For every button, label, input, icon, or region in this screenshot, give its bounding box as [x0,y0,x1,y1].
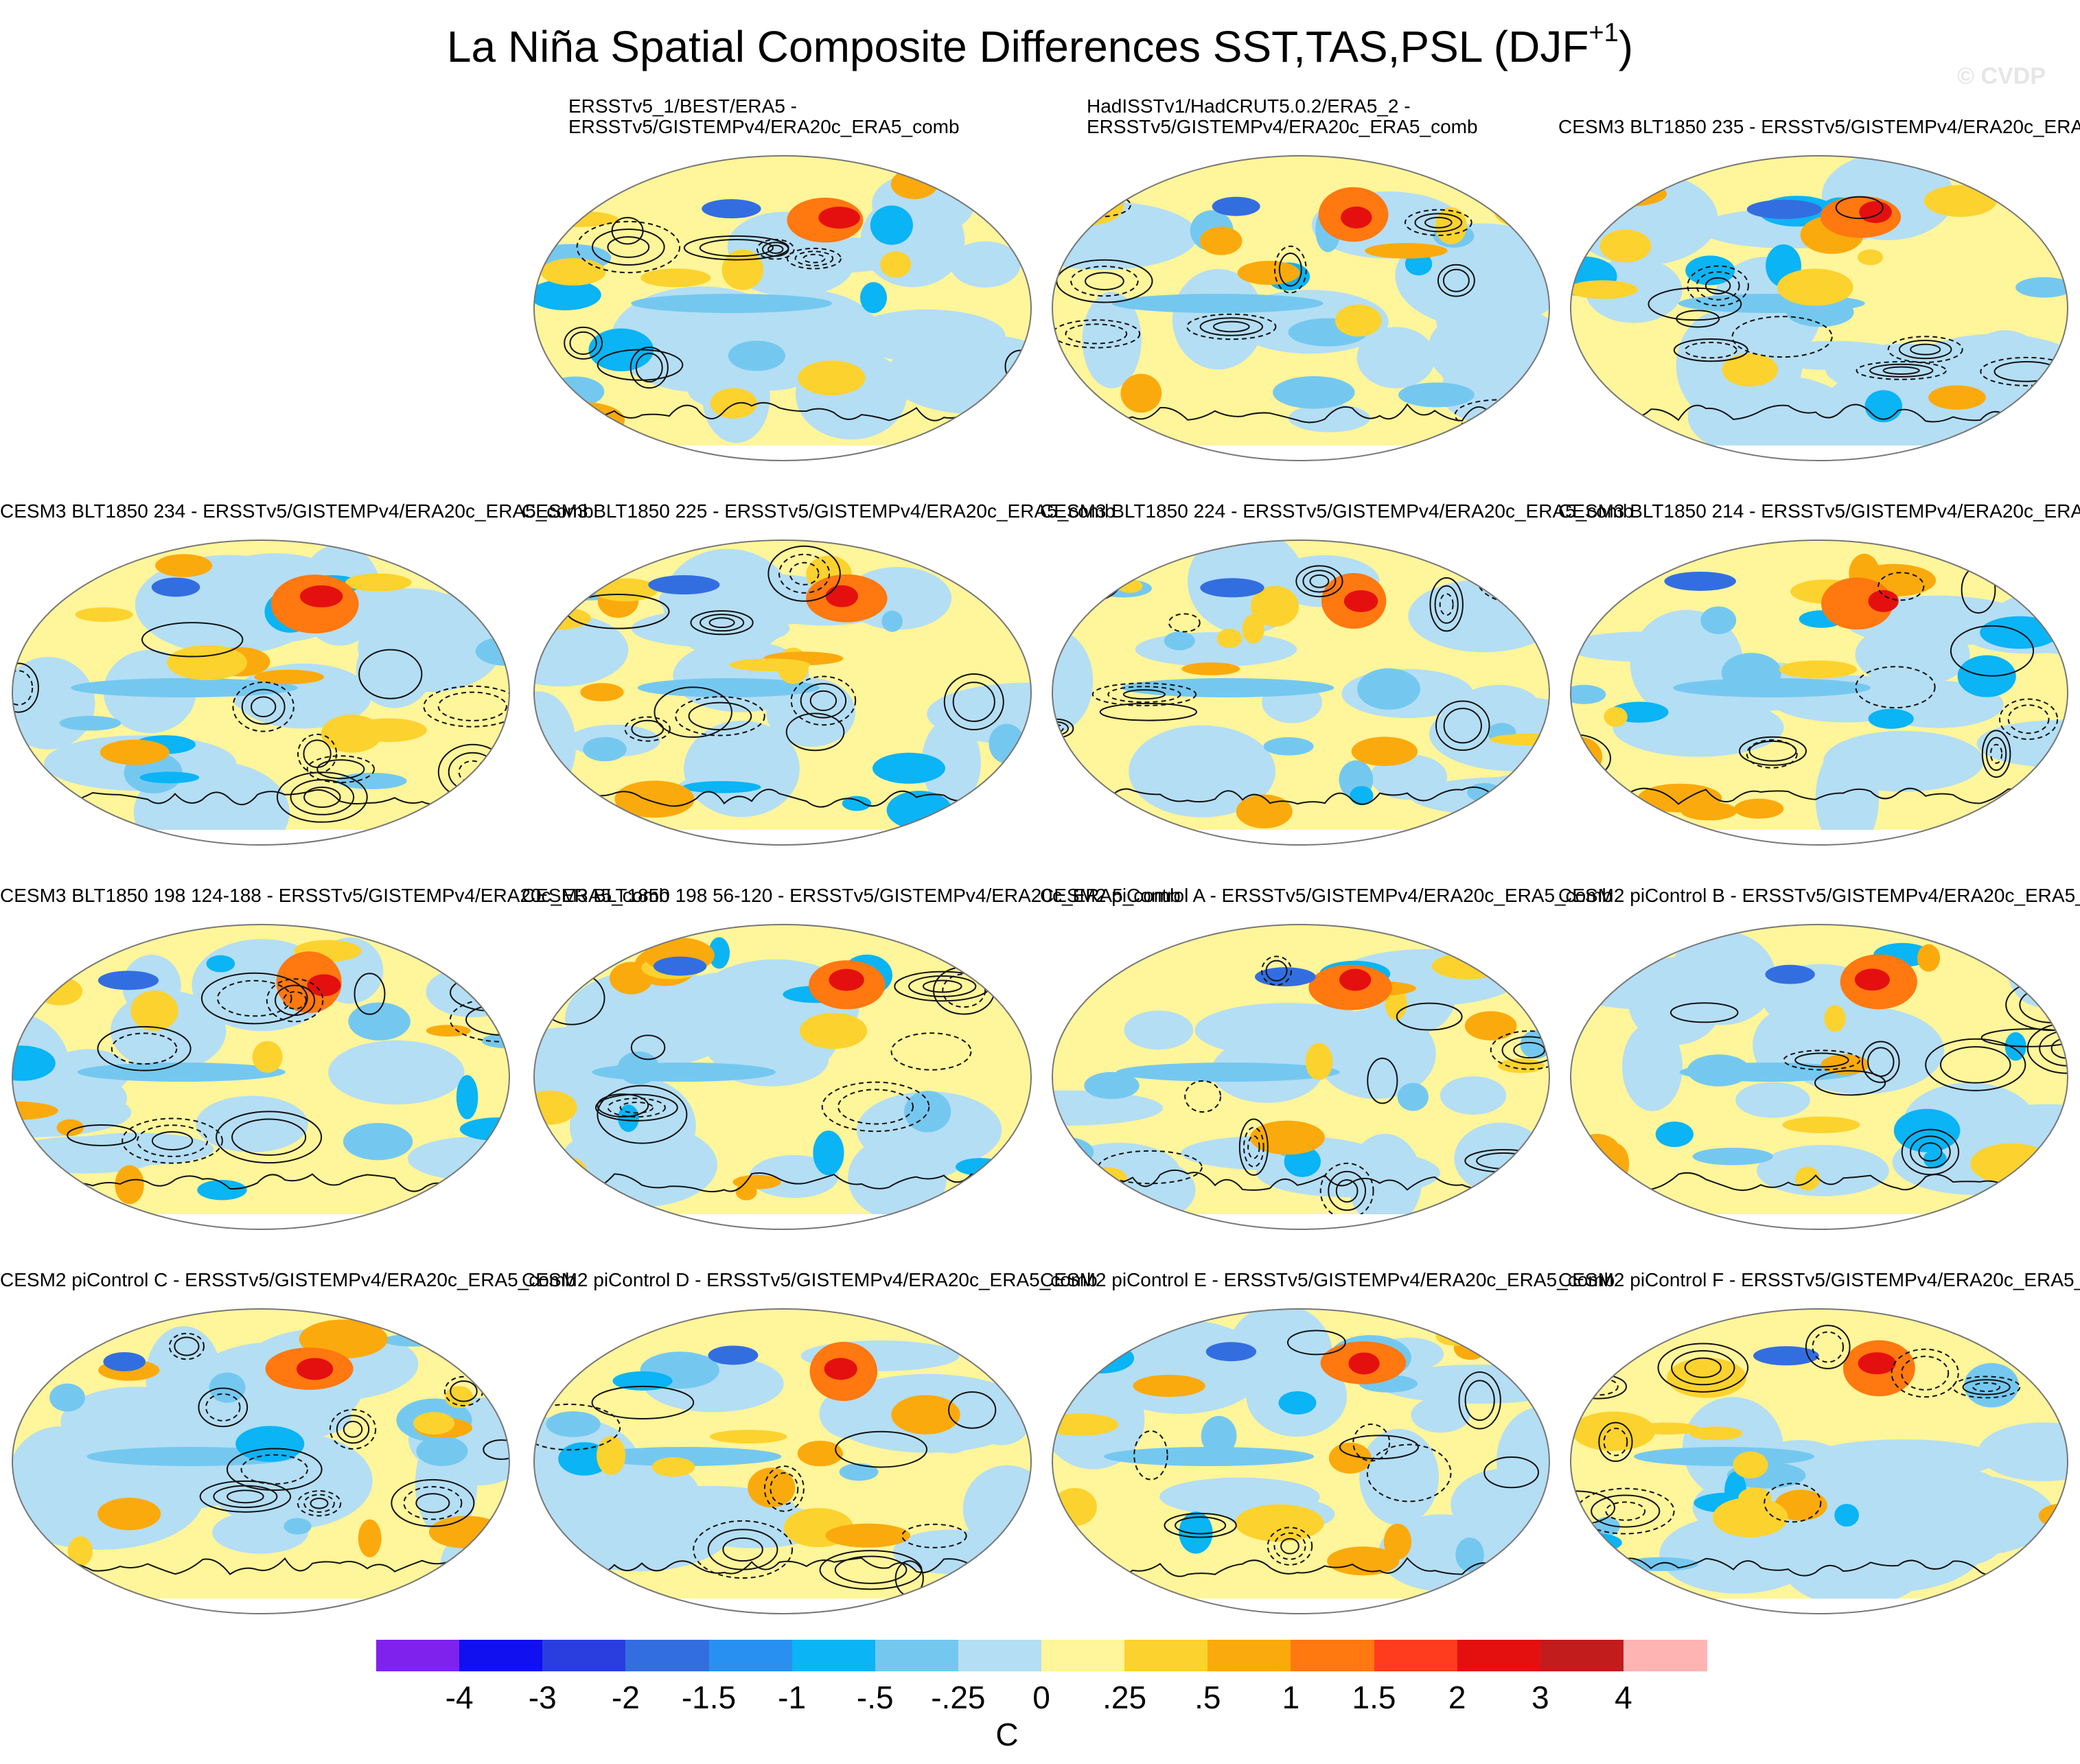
world-map [1570,1308,2068,1614]
panel-title: CESM2 piControl C - ERSSTv5/GISTEMPv4/ER… [0,1269,576,1290]
world-map [1052,539,1550,846]
colorbar-tick-label: 4 [1615,1680,1632,1715]
colorbar-swatch [542,1640,626,1671]
panel-title: CESM3 BLT1850 235 - ERSSTv5/GISTEMPv4/ER… [1558,116,2080,137]
world-map [533,155,1032,461]
world-map [1052,155,1550,461]
world-map [1570,924,2068,1230]
colorbar-tick-label: .5 [1194,1680,1221,1715]
map-panel: CESM3 BLT1850 198 124-188 - ERSSTv5/GIST… [0,865,669,1235]
colorbar-tick-label: .25 [1102,1680,1147,1715]
colorbar-swatch [958,1640,1042,1671]
map-panel: CESM3 BLT1850 224 - ERSSTv5/GISTEMPv4/ER… [1040,480,1634,851]
world-map [12,924,510,1230]
map-panel: CESM3 BLT1850 214 - ERSSTv5/GISTEMPv4/ER… [1558,480,2080,851]
world-map [1570,155,2068,461]
world-map [533,539,1032,846]
map-panel: ERSSTv5_1/BEST/ERA5 - ERSSTv5/GISTEMPv4/… [522,96,1043,467]
world-map [1570,539,2068,846]
map-panel: CESM2 piControl D - ERSSTv5/GISTEMPv4/ER… [522,1249,1098,1620]
world-map [1052,924,1550,1230]
colorbar-swatch [1540,1640,1624,1671]
colorbar-tick-label: -1.5 [681,1680,737,1715]
colorbar-units: C [995,1717,1019,1752]
colorbar-tick-label: 1.5 [1352,1680,1396,1715]
colorbar-swatch [708,1640,793,1671]
panel-title: CESM2 piControl E - ERSSTv5/GISTEMPv4/ER… [1040,1269,1615,1290]
map-panel: HadISSTv1/HadCRUT5.0.2/ERA5_2 - ERSSTv5/… [1040,96,1562,467]
colorbar-swatch [1374,1640,1458,1671]
colorbar-tick-label: 2 [1448,1680,1466,1715]
figure-title: La Niña Spatial Composite Differences SS… [446,19,1634,71]
map-panel: CESM3 BLT1850 235 - ERSSTv5/GISTEMPv4/ER… [1558,96,2080,467]
colorbar-tick-label: -2 [611,1680,640,1715]
world-map [1052,1308,1550,1614]
world-map [533,1308,1032,1614]
world-map [12,1308,510,1614]
panel-title: HadISSTv1/HadCRUT5.0.2/ERA5_2 - ERSSTv5/… [1087,95,1478,137]
colorbar-swatch [1041,1640,1125,1671]
map-panel: CESM3 BLT1850 198 56-120 - ERSSTv5/GISTE… [522,865,1181,1235]
colorbar-tick-label: -1 [778,1680,807,1715]
panel-title: CESM2 piControl B - ERSSTv5/GISTEMPv4/ER… [1558,885,2080,906]
map-panel: CESM2 piControl A - ERSSTv5/GISTEMPv4/ER… [1040,865,1613,1235]
map-panel: CESM3 BLT1850 225 - ERSSTv5/GISTEMPv4/ER… [522,480,1116,851]
map-panel: CESM3 BLT1850 234 - ERSSTv5/GISTEMPv4/ER… [0,480,594,851]
colorbar-tick-label: 0 [1032,1680,1050,1715]
world-map [533,924,1032,1230]
colorbar-tick-label: 3 [1531,1680,1549,1715]
colorbar-swatch [875,1640,959,1671]
colorbar-swatch [1623,1640,1707,1671]
world-map [12,539,510,846]
panel-title: CESM2 piControl D - ERSSTv5/GISTEMPv4/ER… [522,1269,1098,1290]
colorbar-swatch [791,1640,876,1671]
colorbar-swatch [1457,1640,1541,1671]
colorbar-swatch [459,1640,543,1671]
panel-title: CESM3 BLT1850 214 - ERSSTv5/GISTEMPv4/ER… [1558,500,2080,522]
map-panel: CESM2 piControl E - ERSSTv5/GISTEMPv4/ER… [1040,1249,1615,1620]
colorbar-tick-label: -4 [445,1680,474,1715]
colorbar-tick-label: -.5 [856,1680,894,1715]
colorbar-swatch [1207,1640,1291,1671]
colorbar-swatch [625,1640,710,1671]
panel-title: ERSSTv5_1/BEST/ERA5 - ERSSTv5/GISTEMPv4/… [568,95,960,137]
panel-title: CESM2 piControl A - ERSSTv5/GISTEMPv4/ER… [1040,885,1613,906]
colorbar-swatch [1291,1640,1375,1671]
colorbar-swatch [376,1640,460,1671]
colorbar-tick-label: -.25 [931,1680,986,1715]
colorbar-tick-label: 1 [1282,1680,1300,1715]
cvdp-watermark: © CVDP [1957,63,2046,89]
panel-title: CESM2 piControl F - ERSSTv5/GISTEMPv4/ER… [1558,1269,2080,1290]
map-panel: CESM2 piControl F - ERSSTv5/GISTEMPv4/ER… [1558,1249,2080,1620]
map-panel: CESM2 piControl C - ERSSTv5/GISTEMPv4/ER… [0,1249,576,1620]
colorbar [376,1640,1707,1671]
colorbar-swatch [1124,1640,1208,1671]
colorbar-tick-label: -3 [528,1680,557,1715]
map-panel: CESM2 piControl B - ERSSTv5/GISTEMPv4/ER… [1558,865,2080,1235]
